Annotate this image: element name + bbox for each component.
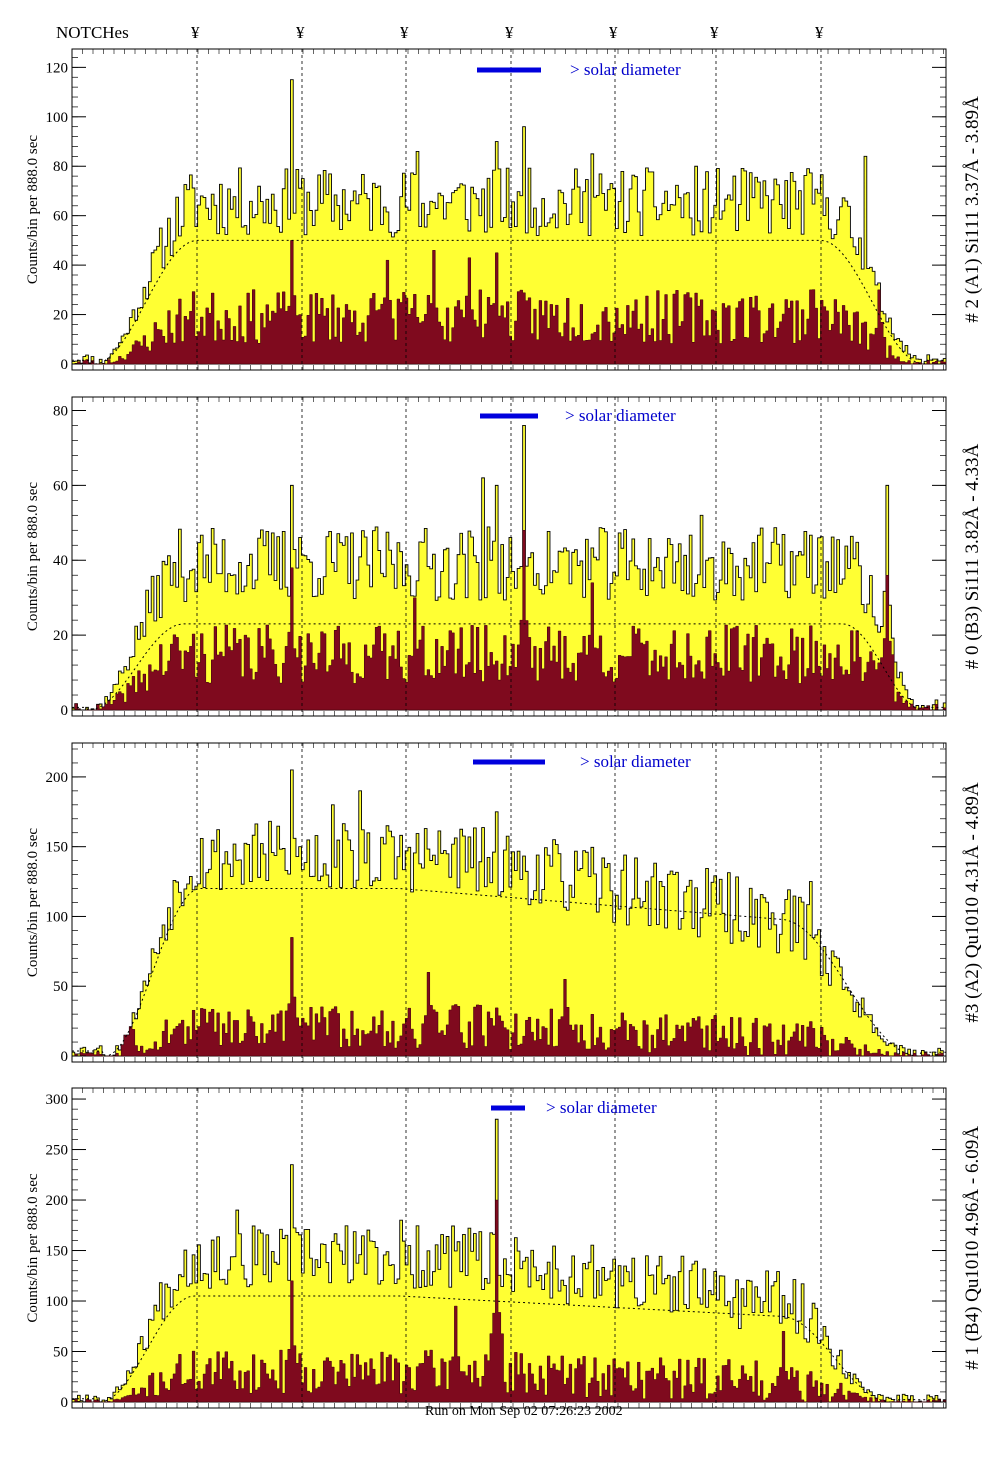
y-tick-label: 100 [46,110,69,126]
y-tick-label: 0 [61,357,69,373]
histogram-subset-series [72,1199,947,1403]
y-tick-label: 40 [53,553,68,569]
notch-marker: ¥ [400,23,409,42]
y-axis-label: Counts/bin per 888.0 sec [25,1173,41,1322]
y-tick-label: 100 [46,909,69,925]
y-axis-label: Counts/bin per 888.0 sec [25,135,41,284]
panel-b3-si111: 0 20 40 60 80 Counts/bin per 888.0 sec # 0 (B3… [25,396,983,719]
y-tick-label: 60 [53,478,68,494]
y-axis-label: Counts/bin per 888.0 sec [25,828,41,977]
y-axis-label: Counts/bin per 888.0 sec [25,482,41,631]
model-envelope-line [72,623,946,711]
notches-label: NOTCHes [56,23,129,42]
y-tick-label: 20 [53,628,68,644]
notch-symbols: ¥ ¥ ¥ ¥ ¥ ¥ ¥ [191,23,824,42]
notch-marker: ¥ [710,23,719,42]
notch-marker: ¥ [191,23,200,42]
histogram-subset-series [72,530,947,711]
panel-title: #3 (A2) Qu1010 4.31Å - 4.89Å [962,782,983,1022]
y-tick-label: 60 [53,209,68,225]
y-tick-label: 40 [53,258,68,274]
notch-marker: ¥ [609,23,618,42]
y-tick-label: 20 [53,308,68,324]
panel-b4-qu1010: 0 50 100 150 200 250 300 Counts/bin per 888.0 s… [25,1087,983,1411]
y-tick-label: 120 [46,60,69,76]
solar-diameter-label: > solar diameter [546,1098,657,1117]
histogram-subset-series [72,937,946,1057]
solar-diameter-label: > solar diameter [570,60,681,79]
y-tick-label: 50 [53,979,68,995]
y-tick-label: 50 [53,1345,68,1361]
y-tick-label: 0 [61,1395,69,1411]
y-tick-label: 150 [46,1244,69,1260]
y-tick-label: 200 [46,1193,69,1209]
y-tick-label: 250 [46,1143,69,1159]
y-tick-label: 100 [46,1294,69,1310]
solar-diameter-label: > solar diameter [565,406,676,425]
y-tick-label: 0 [61,703,69,719]
notch-marker: ¥ [505,23,514,42]
solar-diameter-label: > solar diameter [580,752,691,771]
y-tick-label: 0 [61,1049,69,1065]
model-envelope-line [72,239,946,365]
y-tick-label: 150 [46,840,69,856]
y-tick-label: 80 [53,159,68,175]
y-tick-label: 80 [53,403,68,419]
model-envelope-line [72,1295,946,1403]
panel-title: # 0 (B3) Si111 3.82Å - 4.33Å [962,443,983,669]
run-timestamp: Run on Mon Sep 02 07:26:23 2002 [425,1404,623,1419]
y-tick-label: 200 [46,770,69,786]
notch-marker: ¥ [815,23,824,42]
panel-a2-qu1010: 0 50 100 150 200 Counts/bin per 888.0 sec #3 (… [25,742,983,1065]
notch-marker: ¥ [296,23,305,42]
histogram-subset-series [72,240,947,365]
panel-title: # 1 (B4) Qu1010 4.96Å - 6.09Å [962,1126,983,1370]
panel-title: # 2 (A1) Si111 3.37Å - 3.89Å [962,96,983,323]
y-tick-label: 300 [46,1092,69,1108]
panel-a1-si111: 0 20 40 60 80 100 120 Counts/bin per 888.0 sec #… [25,48,983,373]
